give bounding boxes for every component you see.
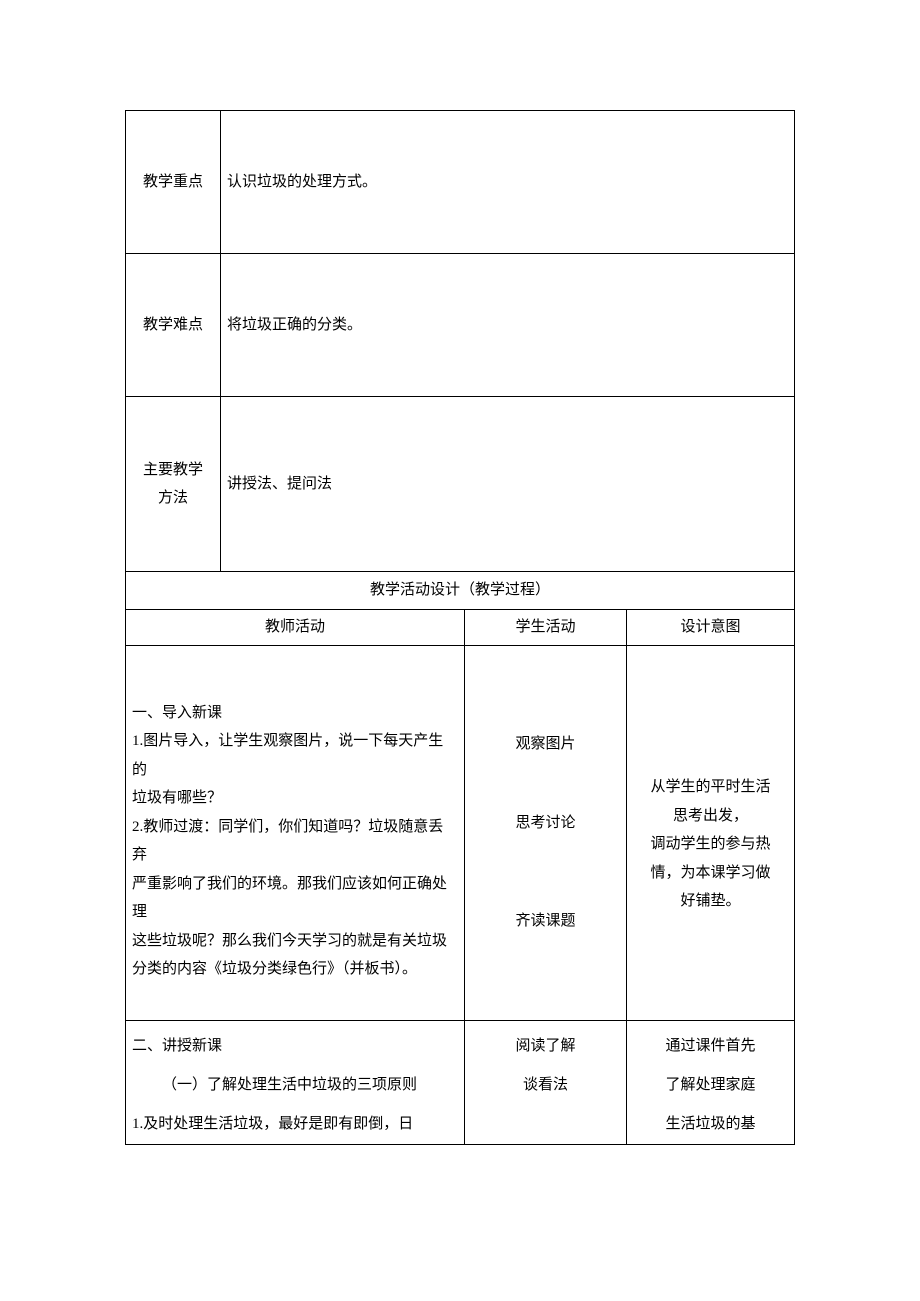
student-item: 观察图片	[471, 730, 620, 759]
teacher-activity-2: 二、讲授新课 （一）了解处理生活中垃圾的三项原则 1.及时处理生活垃圾，最好是即…	[126, 1021, 465, 1145]
lesson-plan-table: 教学重点 认识垃圾的处理方式。 教学难点 将垃圾正确的分类。 主要教学 方法 讲…	[125, 110, 795, 1145]
teacher-line: 1.图片导入，让学生观察图片，说一下每天产生的	[132, 727, 458, 784]
section-header: 教学活动设计（教学过程）	[126, 572, 795, 610]
teacher-line: 垃圾有哪些？	[132, 784, 458, 813]
design-line: 通过课件首先	[633, 1027, 788, 1066]
design-line: 了解处理家庭	[633, 1066, 788, 1105]
teaching-difficulty-label: 教学难点	[126, 254, 221, 397]
design-line: 好铺垫。	[633, 887, 788, 916]
teacher-line: 1.及时处理生活垃圾，最好是即有即倒，日	[132, 1105, 458, 1144]
design-intent-1: 从学生的平时生活 思考出发， 调动学生的参与热 情，为本课学习做 好铺垫。	[627, 646, 795, 1021]
design-line: 从学生的平时生活	[633, 773, 788, 802]
teacher-line: 二、讲授新课	[132, 1027, 458, 1066]
activity-row-2: 二、讲授新课 （一）了解处理生活中垃圾的三项原则 1.及时处理生活垃圾，最好是即…	[126, 1021, 795, 1145]
student-item: 谈看法	[471, 1066, 620, 1105]
teaching-difficulty-row: 教学难点 将垃圾正确的分类。	[126, 254, 795, 397]
teaching-focus-content: 认识垃圾的处理方式。	[221, 111, 795, 254]
sub-header-row: 教师活动 学生活动 设计意图	[126, 610, 795, 646]
student-item: 齐读课题	[471, 907, 620, 936]
teacher-activity-header: 教师活动	[126, 610, 465, 646]
teacher-line: 2.教师过渡：同学们，你们知道吗？垃圾随意丢弃	[132, 813, 458, 870]
section-header-row: 教学活动设计（教学过程）	[126, 572, 795, 610]
design-line: 生活垃圾的基	[633, 1105, 788, 1144]
methods-label-line1: 主要教学	[134, 456, 212, 485]
teacher-line: （一）了解处理生活中垃圾的三项原则	[132, 1066, 458, 1105]
student-activity-1: 观察图片 思考讨论 齐读课题	[465, 646, 627, 1021]
teacher-activity-1: 一、导入新课 1.图片导入，让学生观察图片，说一下每天产生的 垃圾有哪些？ 2.…	[126, 646, 465, 1021]
teaching-methods-row: 主要教学 方法 讲授法、提问法	[126, 397, 795, 572]
student-item: 阅读了解	[471, 1027, 620, 1066]
teaching-methods-label: 主要教学 方法	[126, 397, 221, 572]
student-activity-2: 阅读了解 谈看法	[465, 1021, 627, 1145]
teacher-line: 严重影响了我们的环境。那我们应该如何正确处理	[132, 870, 458, 927]
design-line: 思考出发，	[633, 802, 788, 831]
teaching-focus-label: 教学重点	[126, 111, 221, 254]
teacher-line: 这些垃圾呢？那么我们今天学习的就是有关垃圾	[132, 927, 458, 956]
teaching-methods-content: 讲授法、提问法	[221, 397, 795, 572]
design-intent-2: 通过课件首先 了解处理家庭 生活垃圾的基	[627, 1021, 795, 1145]
teacher-line: 分类的内容《垃圾分类绿色行》（并板书）。	[132, 955, 458, 984]
methods-label-line2: 方法	[134, 484, 212, 513]
student-item: 思考讨论	[471, 809, 620, 838]
teaching-focus-row: 教学重点 认识垃圾的处理方式。	[126, 111, 795, 254]
design-intent-header: 设计意图	[627, 610, 795, 646]
activity-row-1: 一、导入新课 1.图片导入，让学生观察图片，说一下每天产生的 垃圾有哪些？ 2.…	[126, 646, 795, 1021]
teacher-line: 一、导入新课	[132, 699, 458, 728]
design-line: 情，为本课学习做	[633, 859, 788, 888]
teaching-difficulty-content: 将垃圾正确的分类。	[221, 254, 795, 397]
design-line: 调动学生的参与热	[633, 830, 788, 859]
student-activity-header: 学生活动	[465, 610, 627, 646]
